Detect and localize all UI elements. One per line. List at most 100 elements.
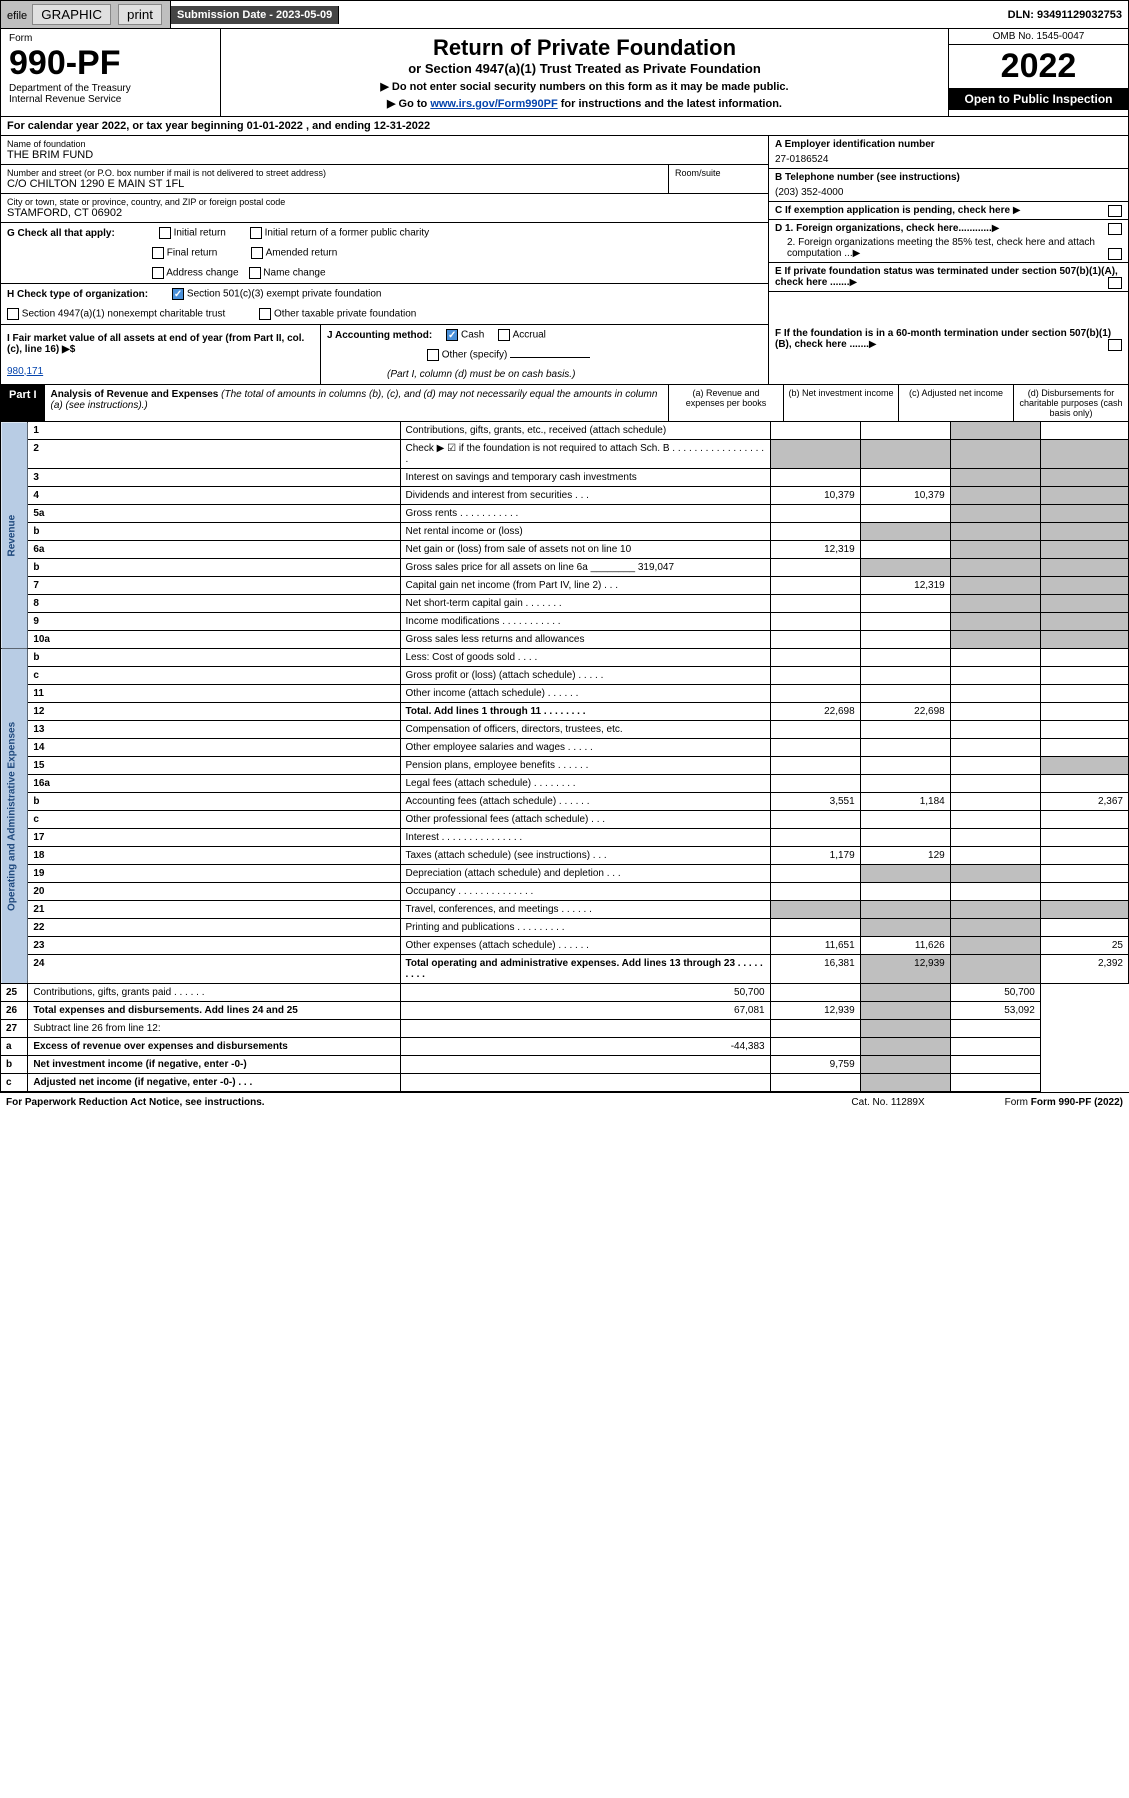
cb-501c3[interactable] [172,288,184,300]
amount-cell [950,422,1040,440]
amount-cell: 12,939 [770,1002,860,1020]
line-no: b [1,1056,28,1074]
amount-cell [950,577,1040,595]
amount-cell [860,685,950,703]
d2-label: 2. Foreign organizations meeting the 85%… [787,237,1095,259]
amount-cell [860,1002,950,1020]
amount-cell [950,487,1040,505]
i-value[interactable]: 980,171 [7,366,43,377]
line-desc: Travel, conferences, and meetings . . . … [400,901,770,919]
amount-cell [860,1056,950,1074]
amount-cell: 22,698 [860,703,950,721]
line-desc: Other income (attach schedule) . . . . .… [400,685,770,703]
amount-cell: 50,700 [950,984,1040,1002]
amount-cell [770,811,860,829]
line-no: a [1,1038,28,1056]
line-no: 22 [28,919,400,937]
cb-other-acct[interactable] [427,349,439,361]
cb-d1[interactable] [1108,223,1122,235]
amount-cell [1040,667,1128,685]
line-desc: Less: Cost of goods sold . . . . [400,649,770,667]
cb-name[interactable] [249,267,261,279]
amount-cell [1040,721,1128,739]
cb-e[interactable] [1108,277,1122,289]
amount-cell [950,469,1040,487]
cb-amended[interactable] [251,247,263,259]
amount-cell: 11,651 [770,937,860,955]
amount-cell [950,811,1040,829]
tax-year: 2022 [949,45,1128,88]
amount-cell [1040,847,1128,865]
amount-cell: -44,383 [400,1038,770,1056]
line-no: 6a [28,541,400,559]
h-label: H Check type of organization: [7,289,148,300]
line-desc: Legal fees (attach schedule) . . . . . .… [400,775,770,793]
form-link[interactable]: www.irs.gov/Form990PF [430,98,557,110]
cb-f[interactable] [1108,339,1122,351]
amount-cell [1040,775,1128,793]
amount-cell: 1,184 [860,793,950,811]
line-no: c [28,811,400,829]
line-desc: Total operating and administrative expen… [400,955,770,984]
amount-cell [860,559,950,577]
name-label: Name of foundation [7,139,762,149]
part1-header: Part I Analysis of Revenue and Expenses … [0,385,1129,422]
addr-label: Number and street (or P.O. box number if… [7,168,662,178]
line-no: 14 [28,739,400,757]
omb-number: OMB No. 1545-0047 [949,29,1128,45]
cb-accrual[interactable] [498,329,510,341]
city-label: City or town, state or province, country… [7,197,762,207]
amount-cell [950,685,1040,703]
part1-title: Analysis of Revenue and Expenses [51,389,219,400]
line-no: 10a [28,631,400,649]
line-no: 9 [28,613,400,631]
amount-cell [770,577,860,595]
cb-cash[interactable] [446,329,458,341]
amount-cell [950,793,1040,811]
line-desc: Printing and publications . . . . . . . … [400,919,770,937]
ein-value: 27-0186524 [775,150,1122,165]
amount-cell [400,1056,770,1074]
amount-cell: 10,379 [770,487,860,505]
amount-cell [770,901,860,919]
amount-cell [950,919,1040,937]
amount-cell [950,847,1040,865]
line-no: 15 [28,757,400,775]
line-no: 26 [1,1002,28,1020]
print-button[interactable]: print [118,4,162,25]
instr-2-post: for instructions and the latest informat… [558,98,782,110]
cb-final[interactable] [152,247,164,259]
amount-cell [860,811,950,829]
line-desc: Depreciation (attach schedule) and deple… [400,865,770,883]
amount-cell [770,422,860,440]
line-desc: Check ▶ ☑ if the foundation is not requi… [400,440,770,469]
amount-cell [950,613,1040,631]
amount-cell [950,541,1040,559]
cb-address[interactable] [152,267,164,279]
amount-cell [860,1074,950,1092]
amount-cell [1040,422,1128,440]
amount-cell [1040,919,1128,937]
amount-cell [860,667,950,685]
line-desc: Interest on savings and temporary cash i… [400,469,770,487]
cb-initial[interactable] [159,227,171,239]
phone-label: B Telephone number (see instructions) [775,172,1122,183]
cb-initial-former[interactable] [250,227,262,239]
amount-cell [950,901,1040,919]
part1-label: Part I [1,385,45,421]
cb-other-tax[interactable] [259,308,271,320]
cb-4947[interactable] [7,308,19,320]
line-no: 19 [28,865,400,883]
amount-cell [770,469,860,487]
line-no: 25 [1,984,28,1002]
amount-cell [950,1038,1040,1056]
amount-cell [860,541,950,559]
amount-cell: 11,626 [860,937,950,955]
j-note: (Part I, column (d) must be on cash basi… [387,369,575,380]
cb-c[interactable] [1108,205,1122,217]
side-revenue: Revenue [1,422,28,649]
line-desc: Dividends and interest from securities .… [400,487,770,505]
amount-cell [770,631,860,649]
cb-d2[interactable] [1108,248,1122,260]
graphic-button[interactable]: GRAPHIC [32,4,111,25]
